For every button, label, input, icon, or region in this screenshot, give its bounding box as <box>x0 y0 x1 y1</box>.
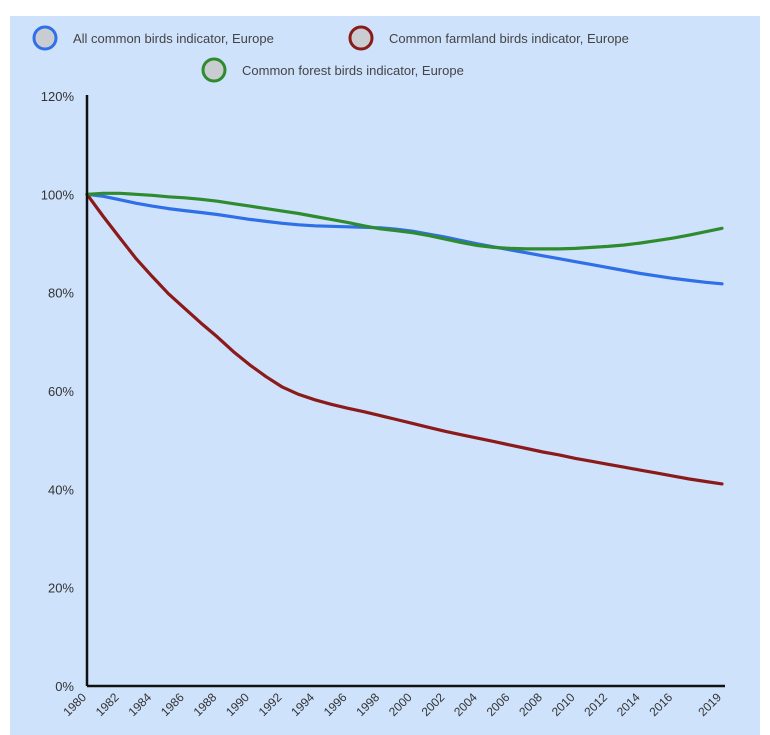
y-tick-label: 0% <box>55 679 74 694</box>
legend-label: Common farmland birds indicator, Europe <box>389 31 629 46</box>
y-tick-label: 40% <box>48 482 74 497</box>
series-line-2 <box>85 192 724 486</box>
plot-lines <box>85 191 724 486</box>
y-tick-label: 20% <box>48 581 74 596</box>
legend-marker <box>201 57 227 83</box>
y-tick-label: 120% <box>41 89 75 104</box>
legend-label: All common birds indicator, Europe <box>73 31 274 46</box>
series-line-3 <box>85 191 724 251</box>
y-tick-label: 100% <box>41 187 75 202</box>
y-axis-ticks: 0% 20% 40% 60% 80% 100% 120% <box>41 89 75 694</box>
legend-label: Common forest birds indicator, Europe <box>242 63 464 78</box>
chart-background <box>10 16 760 735</box>
y-tick-label: 80% <box>48 286 74 301</box>
legend-marker <box>32 25 58 51</box>
legend: All common birds indicator, Europe Common… <box>32 25 629 83</box>
y-tick-label: 60% <box>48 384 74 399</box>
legend-marker <box>348 25 374 51</box>
